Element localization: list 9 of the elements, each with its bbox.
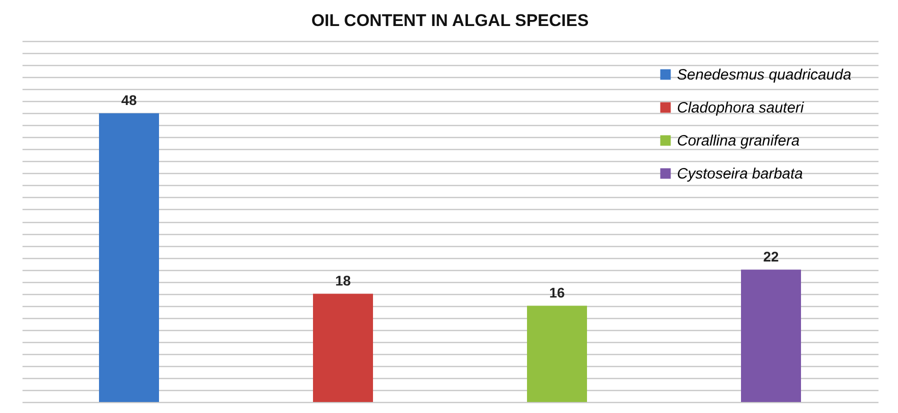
legend-label: Corallina granifera <box>677 132 800 150</box>
data-label: 48 <box>121 92 137 108</box>
chart-title: OIL CONTENT IN ALGAL SPECIES <box>311 11 589 30</box>
legend-label: Senedesmus quadricauda <box>677 66 852 84</box>
data-label: 18 <box>335 272 351 289</box>
legend-label: Cladophora sauteri <box>677 100 804 116</box>
legend-label: Cystoseira barbata <box>677 166 803 182</box>
data-label: 16 <box>549 284 565 301</box>
data-label: 22 <box>763 248 779 265</box>
